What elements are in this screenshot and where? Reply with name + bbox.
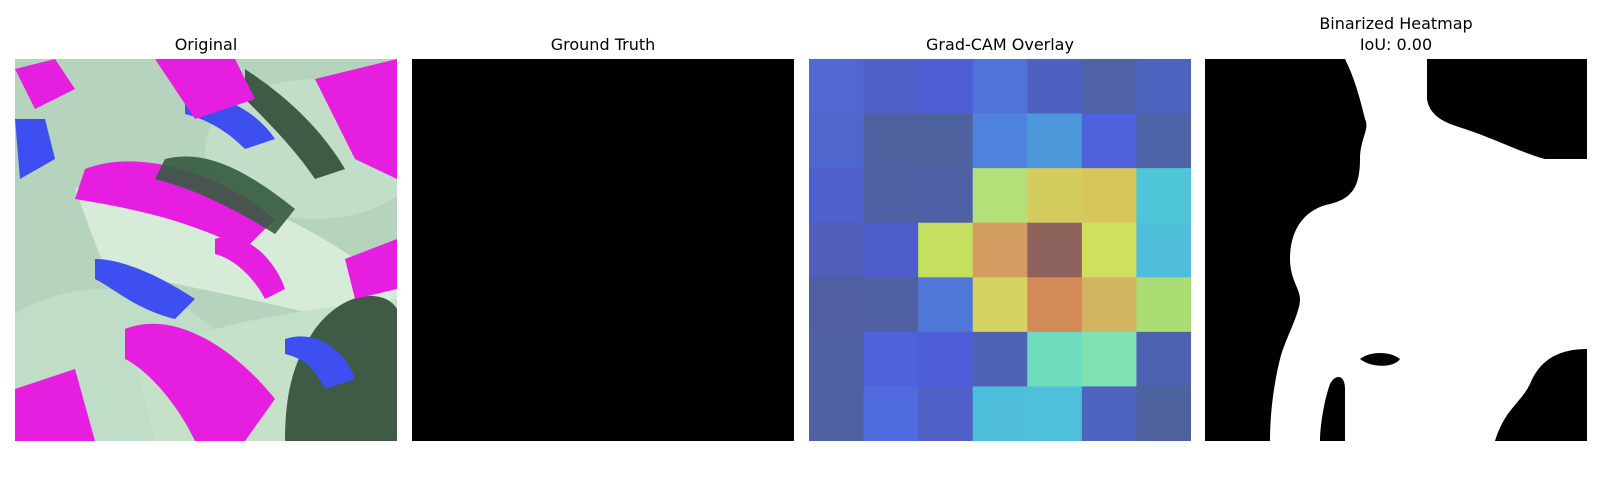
gradcam-cell xyxy=(863,113,919,169)
gradcam-cell xyxy=(809,331,865,388)
gradcam-cell xyxy=(972,331,1028,388)
gradcam-cell xyxy=(1136,59,1191,115)
gradcam-cell xyxy=(863,168,919,224)
gradcam-cell xyxy=(918,222,974,278)
gradcam-cell xyxy=(863,277,919,333)
panel-title-original: Original xyxy=(174,35,238,54)
panel-title-ground-truth: Ground Truth xyxy=(550,35,656,54)
gradcam-cell xyxy=(863,386,919,441)
gradcam-cell xyxy=(1027,168,1083,224)
gradcam-cell xyxy=(918,168,974,224)
gradcam-cell xyxy=(809,59,865,115)
gradcam-cell xyxy=(972,386,1028,441)
gradcam-cell xyxy=(918,59,974,115)
gradcam-cell xyxy=(1136,168,1191,224)
gradcam-cell xyxy=(1136,331,1191,388)
gradcam-cell xyxy=(918,331,974,388)
original-image xyxy=(15,59,397,441)
gradcam-cell xyxy=(1081,113,1138,169)
gradcam-cell xyxy=(972,59,1028,115)
binarized-heatmap xyxy=(1205,59,1587,441)
gradcam-cell xyxy=(1027,331,1083,388)
gradcam-cell xyxy=(1081,331,1138,388)
gradcam-cell xyxy=(1027,222,1083,278)
gradcam-cell xyxy=(1027,113,1083,169)
gradcam-cell xyxy=(972,277,1028,333)
gradcam-cell xyxy=(809,222,865,278)
gradcam-cell xyxy=(863,222,919,278)
gradcam-cell xyxy=(809,277,865,333)
gradcam-cell xyxy=(1081,59,1138,115)
gradcam-cell xyxy=(1081,222,1138,278)
gradcam-cell xyxy=(809,386,865,441)
gradcam-cell xyxy=(972,222,1028,278)
gradcam-cell xyxy=(1027,277,1083,333)
iou-score-label: IoU: 0.00 xyxy=(1359,35,1433,54)
gradcam-cell xyxy=(1136,277,1191,333)
gradcam-cell xyxy=(809,113,865,169)
gradcam-cell xyxy=(1081,168,1138,224)
gradcam-overlay xyxy=(809,59,1191,441)
gradcam-cell xyxy=(1027,59,1083,115)
gradcam-cell xyxy=(1136,386,1191,441)
gradcam-cell xyxy=(863,59,919,115)
gradcam-cell xyxy=(809,168,865,224)
gradcam-cell xyxy=(1136,113,1191,169)
ground-truth-mask xyxy=(412,59,794,441)
panel-title-binarized-heatmap: Binarized Heatmap IoU: 0.00 xyxy=(1205,13,1587,55)
gradcam-cell xyxy=(918,277,974,333)
gradcam-cell xyxy=(1136,222,1191,278)
panel-title-gradcam-overlay: Grad-CAM Overlay xyxy=(926,35,1074,54)
gradcam-cell xyxy=(1081,277,1138,333)
gradcam-cell xyxy=(1027,386,1083,441)
gradcam-cell xyxy=(1081,386,1138,441)
gradcam-cell xyxy=(972,168,1028,224)
gradcam-cell xyxy=(972,113,1028,169)
gradcam-cell xyxy=(918,113,974,169)
gradcam-cell xyxy=(863,331,919,388)
gradcam-cell xyxy=(918,386,974,441)
